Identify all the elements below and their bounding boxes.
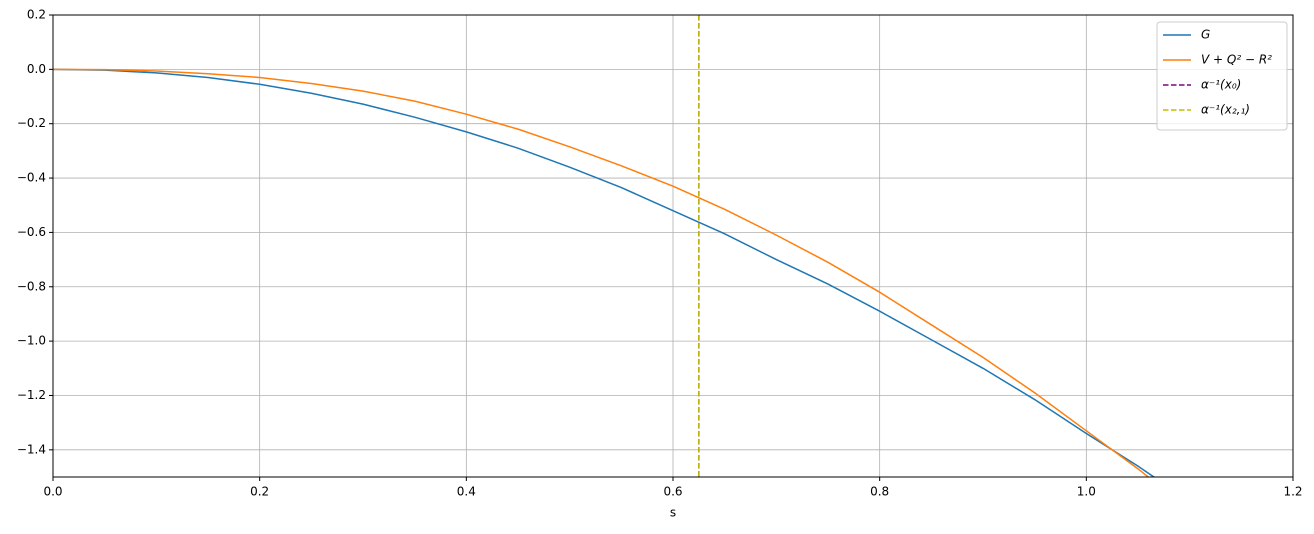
series-line	[53, 68, 1150, 477]
y-tick-label: −1.0	[17, 334, 46, 348]
legend-label: G	[1201, 28, 1210, 42]
legend-label: α⁻¹(x₀)	[1201, 78, 1241, 92]
y-tick-label: −0.4	[17, 171, 46, 185]
ticks: 0.0 0.2 0.4 0.6 0.8 1.0 1.2 −1.4 −1.2 −1.0 −0.8 −0.…	[17, 8, 1303, 499]
legend-box	[1156, 21, 1288, 131]
y-tick-label: 0.2	[27, 8, 46, 22]
x-tick-label: 0.0	[43, 485, 62, 499]
x-axis-label: s	[670, 506, 676, 520]
legend-label: V + Q² − R²	[1201, 53, 1272, 67]
series-line	[53, 68, 1156, 477]
legend-label: α⁻¹(x₂,₁)	[1201, 103, 1250, 117]
plot-area	[53, 15, 1156, 477]
y-tick-label: 0.0	[27, 62, 46, 76]
y-tick-label: −0.2	[17, 116, 46, 130]
x-tick-label: 0.4	[457, 485, 476, 499]
y-tick-label: −1.4	[17, 442, 46, 456]
x-tick-label: 1.0	[1077, 485, 1096, 499]
legend: G V + Q² − R² α⁻¹(x₀) α⁻¹(x₂,₁)	[1156, 21, 1288, 131]
x-tick-label: 0.6	[663, 485, 682, 499]
y-tick-label: −1.2	[17, 388, 46, 402]
y-tick-label: −0.6	[17, 225, 46, 239]
y-tick-label: −0.8	[17, 279, 46, 293]
grid	[52, 14, 1294, 477]
x-tick-label: 0.8	[870, 485, 889, 499]
x-tick-label: 0.2	[250, 485, 269, 499]
x-tick-label: 1.2	[1283, 485, 1302, 499]
